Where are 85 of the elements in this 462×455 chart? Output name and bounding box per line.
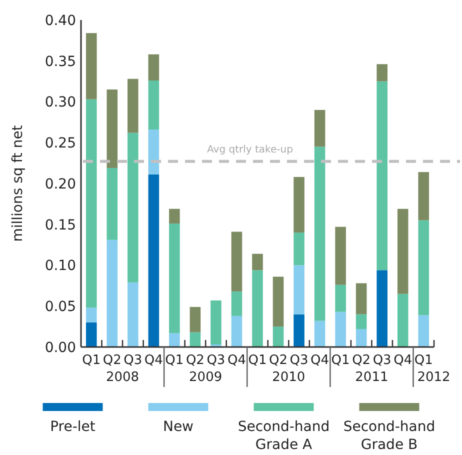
bar	[335, 226, 346, 285]
bar	[128, 132, 138, 282]
y-tick-label: 0.30	[44, 94, 76, 111]
y-tick-label: 0.35	[44, 54, 76, 70]
x-tick-label: Q2	[269, 353, 288, 368]
bar	[356, 314, 367, 330]
bar	[294, 314, 304, 347]
bar	[210, 300, 222, 345]
bar	[397, 294, 408, 347]
bar	[148, 130, 160, 175]
bar	[106, 240, 118, 347]
bar	[376, 81, 388, 270]
text: 2010	[272, 370, 306, 385]
bar	[376, 270, 388, 347]
bar	[169, 208, 180, 224]
text: 2011	[355, 370, 388, 385]
bar	[376, 64, 388, 82]
bar	[314, 146, 326, 321]
legend-label: Pre-let	[50, 419, 96, 435]
text: 2009	[189, 370, 222, 385]
x-tick-label: Q2	[186, 353, 204, 368]
bar	[252, 270, 263, 347]
y-tick-label: 0.25	[44, 136, 76, 152]
bar	[418, 220, 430, 316]
legend-label: Second-hand Grade A	[238, 419, 330, 453]
bar	[231, 291, 242, 316]
y-tick-label: 0.00	[44, 340, 76, 356]
bar	[252, 254, 263, 270]
bar	[272, 326, 284, 347]
bar	[314, 110, 326, 147]
x-tick-label: Q1	[165, 353, 184, 368]
y-axis-title: millions sq ft net	[10, 124, 26, 242]
x-tick-label: Q4	[394, 353, 412, 368]
x-tick-label: Q1	[82, 353, 101, 368]
bar	[294, 265, 304, 314]
bar	[190, 306, 201, 332]
x-tick-label: Q3	[124, 353, 142, 368]
bar	[128, 78, 138, 133]
bar	[272, 276, 284, 327]
bar	[356, 329, 367, 347]
text: 2008	[106, 370, 140, 385]
bar	[294, 232, 304, 266]
x-tick-label: Q1	[331, 353, 350, 368]
bar	[106, 168, 118, 240]
bar	[106, 89, 118, 168]
bar	[294, 176, 304, 233]
bar	[335, 284, 346, 312]
x-tick-label: Q4	[310, 353, 330, 368]
bar	[86, 322, 97, 347]
bar	[86, 33, 97, 100]
bar	[231, 232, 242, 292]
bar	[397, 208, 408, 294]
bar	[190, 332, 201, 347]
bar	[128, 282, 138, 347]
bar	[418, 172, 430, 220]
y-tick-label: 0.40	[44, 12, 76, 29]
bar	[314, 320, 326, 347]
y-tick-label: 0.05	[44, 299, 76, 316]
bar	[169, 224, 180, 334]
bar	[418, 315, 430, 347]
bar	[169, 333, 180, 347]
legend-label: Second-hand Grade B	[343, 419, 436, 453]
bar	[148, 80, 160, 130]
x-tick-label: Q4	[227, 353, 246, 368]
x-tick-label: Q2	[352, 353, 371, 368]
x-tick-label: Q3	[290, 353, 308, 368]
x-tick-label: Q1	[248, 353, 267, 368]
y-tick-label: 0.10	[44, 258, 76, 274]
x-tick-label: Q1	[414, 353, 433, 368]
bar	[86, 308, 97, 322]
x-tick-label: Q3	[206, 353, 226, 368]
bar	[356, 283, 367, 314]
bar	[86, 99, 97, 308]
x-tick-label: Q3	[372, 353, 392, 368]
y-tick-label: 0.15	[44, 217, 76, 234]
bar	[148, 174, 160, 347]
legend-label: New	[162, 419, 194, 435]
y-tick-label: 0.20	[44, 176, 76, 192]
ref-line-label: Avg qtrly take-up	[207, 144, 293, 156]
bar	[335, 312, 346, 347]
text: 2012	[417, 370, 450, 385]
x-tick-label: Q2	[102, 353, 122, 368]
bar	[231, 316, 242, 347]
bar	[148, 54, 160, 80]
x-tick-label: Q4	[144, 353, 163, 368]
